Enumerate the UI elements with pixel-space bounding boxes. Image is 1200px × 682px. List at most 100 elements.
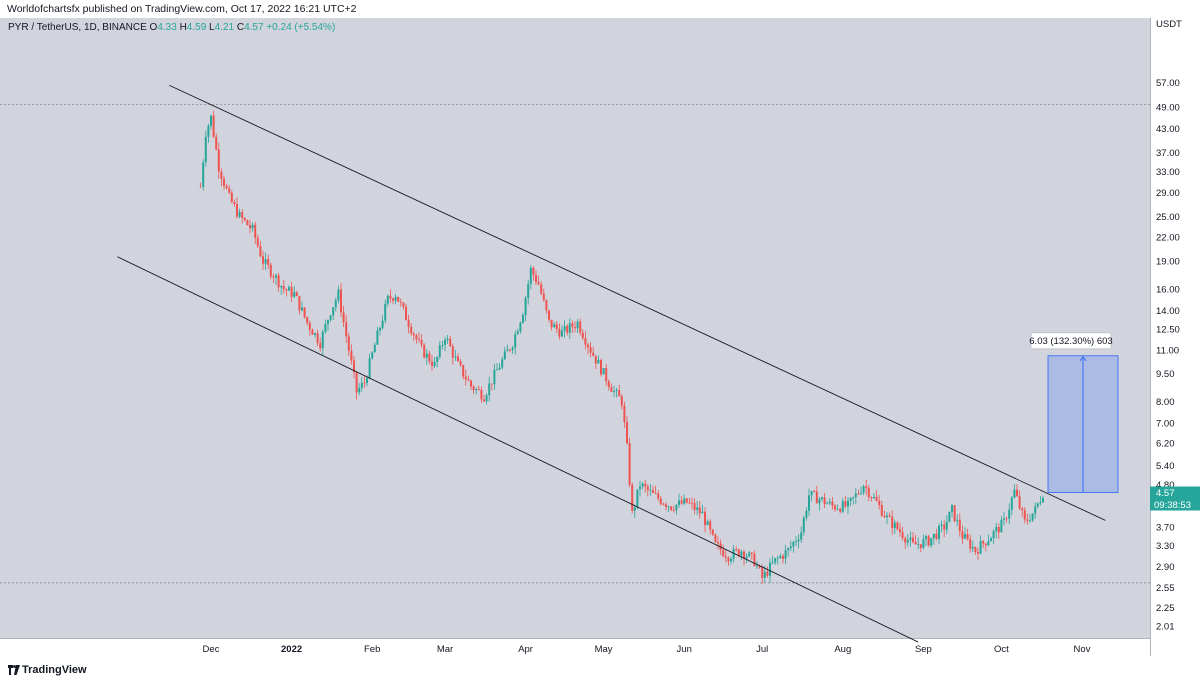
candle-body-30	[277, 275, 280, 288]
candle-body-226	[787, 548, 790, 551]
candle-body-183	[675, 504, 678, 511]
candle-body-249	[847, 500, 849, 507]
candle-body-29	[275, 275, 277, 278]
candle-body-264	[886, 515, 888, 518]
x-tick-7: Jul	[756, 644, 768, 655]
candle-body-59	[353, 360, 355, 373]
candle-body-64	[366, 378, 368, 384]
candle-body-102	[464, 376, 467, 380]
candle-body-12	[230, 192, 233, 203]
candle-body-194	[704, 511, 706, 526]
candle-body-139	[561, 330, 563, 337]
candle-body-120	[511, 347, 514, 351]
candle-body-8	[220, 171, 223, 179]
candle-body-85	[420, 340, 423, 345]
candle-body-166	[631, 484, 634, 511]
candle-body-262	[880, 505, 883, 516]
tradingview-brand: TradingView	[22, 664, 87, 676]
candle-body-143	[571, 323, 574, 328]
candle-body-283	[935, 533, 938, 539]
overlays-group: 6.03 (132.30%) 603	[0, 84, 1150, 643]
candle-body-104	[470, 380, 472, 387]
candle-body-79	[405, 306, 407, 321]
x-tick-6: Jun	[677, 644, 692, 655]
symbol-legend: PYR / TetherUS, 1D, BINANCE O4.33 H4.59 …	[8, 22, 335, 33]
candle-body-99	[457, 356, 459, 362]
candle-body-96	[449, 338, 452, 347]
candle-body-188	[688, 502, 691, 504]
measure-label: 6.03 (132.30%) 603	[1029, 336, 1112, 347]
candle-body-48	[324, 324, 327, 332]
candle-body-236	[813, 491, 816, 492]
candle-body-250	[849, 497, 852, 501]
candle-body-76	[397, 296, 400, 302]
candle-body-141	[566, 326, 569, 333]
price-axis[interactable]	[1150, 18, 1200, 656]
candle-body-266	[891, 516, 894, 529]
candle-body-263	[883, 515, 886, 518]
candle-body-35	[290, 287, 293, 297]
candle-body-22	[256, 237, 259, 247]
candle-body-285	[940, 524, 943, 527]
candle-body-92	[438, 345, 441, 357]
candle-body-259	[873, 496, 875, 498]
candle-body-219	[769, 562, 771, 576]
candle-body-297	[971, 546, 974, 549]
candle-body-192	[698, 507, 701, 514]
y-tick-25: 2.01	[1156, 621, 1175, 632]
candle-body-54	[340, 289, 342, 313]
candle-body-217	[763, 571, 766, 578]
candle-body-289	[951, 505, 953, 512]
candle-body-274	[912, 537, 914, 542]
candle-body-310	[1005, 518, 1008, 520]
candle-body-180	[667, 506, 670, 508]
candle-body-170	[641, 483, 644, 487]
candle-body-81	[410, 326, 413, 334]
candle-body-0	[199, 186, 202, 188]
y-tick-5: 29.00	[1156, 188, 1180, 199]
candle-body-155	[602, 368, 605, 375]
candle-body-97	[451, 346, 454, 358]
candle-body-11	[228, 188, 231, 193]
candle-body-182	[672, 509, 675, 511]
candle-body-211	[748, 552, 751, 557]
candle-body-221	[774, 558, 777, 563]
candle-body-184	[678, 500, 680, 505]
low-value: 4.21	[214, 22, 235, 33]
candle-body-284	[938, 526, 940, 539]
candle-body-168	[636, 489, 639, 508]
time-axis[interactable]	[0, 638, 1150, 658]
candle-body-132	[542, 293, 545, 301]
candle-body-78	[402, 302, 405, 307]
candle-body-225	[784, 550, 787, 559]
candle-body-121	[514, 334, 517, 348]
currency-label: USDT	[1156, 19, 1182, 30]
candle-body-291	[956, 519, 959, 522]
candle-body-61	[358, 387, 361, 393]
candle-body-208	[740, 551, 743, 556]
chart-plot-area[interactable]	[0, 18, 1150, 656]
candle-body-24	[262, 256, 264, 264]
candle-body-136	[553, 324, 556, 328]
candle-body-214	[756, 565, 758, 567]
candle-body-60	[355, 372, 358, 393]
candle-body-230	[797, 539, 800, 542]
candle-body-228	[792, 541, 795, 547]
candle-body-282	[932, 533, 935, 539]
candle-body-286	[943, 524, 946, 530]
candle-body-248	[844, 501, 847, 507]
candle-body-14	[236, 204, 238, 217]
channel-line-lower	[117, 256, 919, 643]
candles-group	[199, 110, 1044, 584]
candle-body-70	[381, 320, 384, 328]
candle-body-181	[670, 506, 673, 510]
candle-body-146	[579, 321, 582, 333]
candle-body-9	[223, 178, 225, 186]
candle-body-172	[646, 486, 649, 491]
candle-body-295	[966, 534, 969, 539]
x-tick-2: Feb	[364, 644, 380, 655]
candle-body-86	[423, 344, 426, 358]
candle-body-90	[433, 362, 436, 367]
measure-arrowhead	[1079, 356, 1087, 362]
